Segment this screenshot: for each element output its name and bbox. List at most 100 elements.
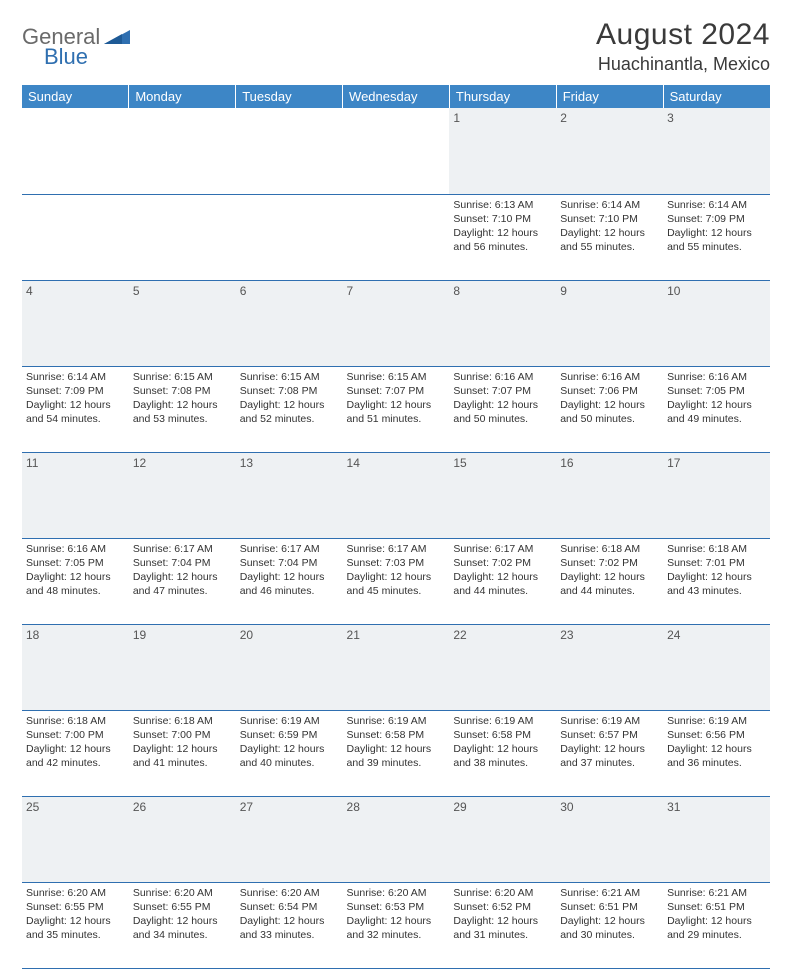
day-cell: Sunrise: 6:20 AMSunset: 6:55 PMDaylight:… (129, 882, 236, 968)
day-cell (22, 194, 129, 280)
daylight-text: Daylight: 12 hours and 35 minutes. (26, 914, 125, 942)
sunrise-text: Sunrise: 6:19 AM (347, 714, 446, 728)
day-cell-text: Sunrise: 6:18 AMSunset: 7:00 PMDaylight:… (133, 714, 232, 771)
sunrise-text: Sunrise: 6:16 AM (26, 542, 125, 556)
sunset-text: Sunset: 7:10 PM (560, 212, 659, 226)
day-cell-text: Sunrise: 6:16 AMSunset: 7:06 PMDaylight:… (560, 370, 659, 427)
day-cell-text: Sunrise: 6:14 AMSunset: 7:09 PMDaylight:… (26, 370, 125, 427)
day-cell: Sunrise: 6:16 AMSunset: 7:07 PMDaylight:… (449, 366, 556, 452)
day-cell: Sunrise: 6:17 AMSunset: 7:02 PMDaylight:… (449, 538, 556, 624)
weekday-header: Tuesday (236, 85, 343, 108)
sunrise-text: Sunrise: 6:15 AM (240, 370, 339, 384)
day-cell: Sunrise: 6:16 AMSunset: 7:05 PMDaylight:… (22, 538, 129, 624)
day-content-row: Sunrise: 6:18 AMSunset: 7:00 PMDaylight:… (22, 710, 770, 796)
day-cell-text: Sunrise: 6:19 AMSunset: 6:59 PMDaylight:… (240, 714, 339, 771)
sunrise-text: Sunrise: 6:20 AM (347, 886, 446, 900)
day-number: 11 (22, 452, 129, 538)
day-cell-text: Sunrise: 6:17 AMSunset: 7:02 PMDaylight:… (453, 542, 552, 599)
sunset-text: Sunset: 6:51 PM (560, 900, 659, 914)
day-cell: Sunrise: 6:15 AMSunset: 7:08 PMDaylight:… (129, 366, 236, 452)
day-cell: Sunrise: 6:17 AMSunset: 7:04 PMDaylight:… (236, 538, 343, 624)
sunset-text: Sunset: 7:07 PM (347, 384, 446, 398)
sunset-text: Sunset: 6:58 PM (453, 728, 552, 742)
day-number: 1 (449, 108, 556, 194)
day-cell: Sunrise: 6:16 AMSunset: 7:06 PMDaylight:… (556, 366, 663, 452)
daylight-text: Daylight: 12 hours and 53 minutes. (133, 398, 232, 426)
sunrise-text: Sunrise: 6:14 AM (667, 198, 766, 212)
sunset-text: Sunset: 7:08 PM (133, 384, 232, 398)
sunset-text: Sunset: 7:08 PM (240, 384, 339, 398)
day-number: 22 (449, 624, 556, 710)
daylight-text: Daylight: 12 hours and 55 minutes. (667, 226, 766, 254)
day-cell-text: Sunrise: 6:13 AMSunset: 7:10 PMDaylight:… (453, 198, 552, 255)
sunset-text: Sunset: 7:03 PM (347, 556, 446, 570)
weekday-header: Sunday (22, 85, 129, 108)
day-cell: Sunrise: 6:15 AMSunset: 7:08 PMDaylight:… (236, 366, 343, 452)
day-number: 20 (236, 624, 343, 710)
day-content-row: Sunrise: 6:16 AMSunset: 7:05 PMDaylight:… (22, 538, 770, 624)
sunset-text: Sunset: 7:02 PM (453, 556, 552, 570)
daylight-text: Daylight: 12 hours and 56 minutes. (453, 226, 552, 254)
day-cell-text: Sunrise: 6:17 AMSunset: 7:04 PMDaylight:… (133, 542, 232, 599)
day-number (236, 108, 343, 194)
day-number: 13 (236, 452, 343, 538)
day-cell: Sunrise: 6:17 AMSunset: 7:04 PMDaylight:… (129, 538, 236, 624)
day-cell: Sunrise: 6:19 AMSunset: 6:59 PMDaylight:… (236, 710, 343, 796)
day-cell: Sunrise: 6:18 AMSunset: 7:00 PMDaylight:… (129, 710, 236, 796)
sunrise-text: Sunrise: 6:19 AM (453, 714, 552, 728)
sunrise-text: Sunrise: 6:14 AM (560, 198, 659, 212)
sunrise-text: Sunrise: 6:16 AM (667, 370, 766, 384)
sunrise-text: Sunrise: 6:16 AM (560, 370, 659, 384)
daylight-text: Daylight: 12 hours and 41 minutes. (133, 742, 232, 770)
title-block: August 2024 Huachinantla, Mexico (596, 18, 770, 75)
sunset-text: Sunset: 7:00 PM (26, 728, 125, 742)
calendar-table: Sunday Monday Tuesday Wednesday Thursday… (22, 85, 770, 969)
sunset-text: Sunset: 6:54 PM (240, 900, 339, 914)
day-cell-text: Sunrise: 6:18 AMSunset: 7:00 PMDaylight:… (26, 714, 125, 771)
day-number-row: 18192021222324 (22, 624, 770, 710)
day-content-row: Sunrise: 6:20 AMSunset: 6:55 PMDaylight:… (22, 882, 770, 968)
sunrise-text: Sunrise: 6:17 AM (347, 542, 446, 556)
day-cell: Sunrise: 6:18 AMSunset: 7:00 PMDaylight:… (22, 710, 129, 796)
sunrise-text: Sunrise: 6:20 AM (133, 886, 232, 900)
day-cell: Sunrise: 6:19 AMSunset: 6:58 PMDaylight:… (449, 710, 556, 796)
daylight-text: Daylight: 12 hours and 50 minutes. (453, 398, 552, 426)
day-number-row: 11121314151617 (22, 452, 770, 538)
sunset-text: Sunset: 6:52 PM (453, 900, 552, 914)
day-number: 12 (129, 452, 236, 538)
sunrise-text: Sunrise: 6:17 AM (453, 542, 552, 556)
day-cell: Sunrise: 6:20 AMSunset: 6:52 PMDaylight:… (449, 882, 556, 968)
day-cell-text: Sunrise: 6:16 AMSunset: 7:07 PMDaylight:… (453, 370, 552, 427)
day-number: 31 (663, 796, 770, 882)
day-cell-text: Sunrise: 6:19 AMSunset: 6:58 PMDaylight:… (453, 714, 552, 771)
day-number: 14 (343, 452, 450, 538)
day-number: 18 (22, 624, 129, 710)
day-number: 16 (556, 452, 663, 538)
sunset-text: Sunset: 6:53 PM (347, 900, 446, 914)
day-cell-text: Sunrise: 6:17 AMSunset: 7:03 PMDaylight:… (347, 542, 446, 599)
sunrise-text: Sunrise: 6:19 AM (667, 714, 766, 728)
sunset-text: Sunset: 7:02 PM (560, 556, 659, 570)
daylight-text: Daylight: 12 hours and 42 minutes. (26, 742, 125, 770)
daylight-text: Daylight: 12 hours and 44 minutes. (560, 570, 659, 598)
sunset-text: Sunset: 6:57 PM (560, 728, 659, 742)
sunrise-text: Sunrise: 6:16 AM (453, 370, 552, 384)
header: General August 2024 Huachinantla, Mexico (22, 18, 770, 75)
sunset-text: Sunset: 6:55 PM (133, 900, 232, 914)
day-cell: Sunrise: 6:14 AMSunset: 7:09 PMDaylight:… (663, 194, 770, 280)
day-cell-text: Sunrise: 6:20 AMSunset: 6:54 PMDaylight:… (240, 886, 339, 943)
day-cell: Sunrise: 6:19 AMSunset: 6:56 PMDaylight:… (663, 710, 770, 796)
day-number: 29 (449, 796, 556, 882)
day-cell: Sunrise: 6:16 AMSunset: 7:05 PMDaylight:… (663, 366, 770, 452)
sunset-text: Sunset: 6:59 PM (240, 728, 339, 742)
sunset-text: Sunset: 7:00 PM (133, 728, 232, 742)
sunset-text: Sunset: 7:04 PM (133, 556, 232, 570)
sunset-text: Sunset: 7:09 PM (26, 384, 125, 398)
day-number: 23 (556, 624, 663, 710)
sunrise-text: Sunrise: 6:13 AM (453, 198, 552, 212)
day-number (343, 108, 450, 194)
day-cell-text: Sunrise: 6:18 AMSunset: 7:01 PMDaylight:… (667, 542, 766, 599)
sunset-text: Sunset: 7:06 PM (560, 384, 659, 398)
daylight-text: Daylight: 12 hours and 40 minutes. (240, 742, 339, 770)
day-cell-text: Sunrise: 6:20 AMSunset: 6:55 PMDaylight:… (133, 886, 232, 943)
